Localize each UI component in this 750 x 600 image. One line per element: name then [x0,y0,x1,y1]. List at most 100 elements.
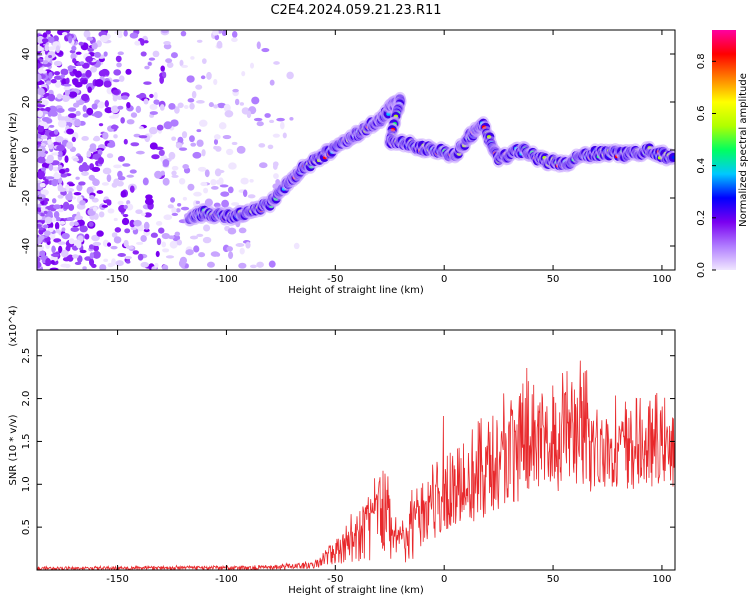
noise-speck [37,88,45,96]
spectrogram-y-tick-label: 0 [21,147,32,153]
noise-speck [48,71,53,80]
noise-speck [202,236,212,244]
noise-speck [102,167,112,175]
noise-speck [214,34,220,41]
noise-speck [171,174,179,178]
noise-speck [272,133,281,138]
noise-speck [67,107,77,112]
noise-speck [152,50,160,58]
noise-speck [264,113,271,118]
noise-speck [138,135,148,139]
noise-speck [46,210,53,218]
noise-speck [144,65,150,70]
noise-speck [75,51,82,55]
noise-speck [65,167,70,173]
noise-speck [67,65,74,72]
noise-speck [114,227,122,233]
noise-speck [256,41,261,50]
noise-speck [99,264,107,270]
noise-speck [113,217,118,222]
noise-speck [177,102,184,109]
noise-speck [117,253,126,257]
noise-speck [42,32,48,38]
noise-speck [93,111,103,118]
noise-speck [135,105,142,114]
noise-speck [238,262,247,269]
noise-speck [64,91,70,96]
noise-speck [106,174,112,183]
noise-speck [158,227,165,234]
snr-series-line [37,360,675,570]
noise-speck [61,31,68,36]
noise-speck [51,152,60,156]
noise-speck [163,214,173,221]
noise-speck [129,169,137,174]
noise-speck [180,30,187,37]
noise-speck [269,119,275,124]
noise-speck [130,142,140,147]
noise-speck [258,143,266,148]
noise-speck [107,262,114,268]
noise-speck [48,55,53,59]
noise-speck [196,233,204,237]
noise-speck [149,142,158,150]
noise-speck [51,253,60,258]
noise-speck [53,60,62,67]
noise-speck [170,119,179,127]
noise-speck [126,174,135,178]
noise-speck [106,200,112,206]
noise-speck [107,142,116,148]
noise-speck [37,223,42,228]
noise-speck [118,75,125,82]
noise-speck [269,79,275,86]
noise-speck [149,111,158,115]
noise-speck [196,129,202,133]
noise-speck [68,113,77,119]
noise-speck [85,56,93,63]
noise-speck [52,166,59,172]
noise-speck [76,184,83,192]
noise-speck [77,255,83,263]
noise-speck [63,86,71,91]
noise-speck [55,228,60,234]
noise-speck [81,136,89,141]
noise-speck [67,191,73,199]
noise-speck [198,119,208,127]
noise-speck [121,95,129,100]
noise-speck [53,173,61,180]
noise-speck [132,250,140,255]
noise-speck [195,84,203,90]
noise-speck [57,241,66,245]
noise-speck [240,177,249,185]
noise-speck [103,258,109,262]
chart-title: C2E4.2024.059.21.23.R11 [270,3,441,18]
noise-speck [49,267,59,270]
noise-speck [187,183,195,191]
spectrogram-y-label: Frequency (Hz) [8,112,19,188]
spectrogram-panel: -150 -100 -50 0 50 100 40 20 0 -20 -40 Height of s… [8,29,676,296]
noise-speck [113,69,122,76]
noise-speck [140,261,149,268]
ridge-core [671,155,675,160]
noise-speck [89,252,94,260]
noise-speck [144,198,154,205]
noise-speck [168,151,176,160]
noise-speck [213,104,219,109]
noise-speck [66,128,75,135]
noise-speck [151,154,160,160]
noise-speck [58,245,63,254]
noise-speck [69,221,75,227]
noise-speck [45,80,52,85]
noise-speck [267,144,274,150]
noise-speck [74,70,82,78]
noise-speck [138,126,144,130]
noise-speck [276,117,285,122]
noise-speck [190,56,195,60]
noise-speck [235,243,245,247]
noise-speck [228,162,237,170]
noise-speck [181,64,189,68]
noise-speck [227,186,234,194]
noise-speck [123,138,128,145]
noise-speck [174,106,180,114]
snr-x-tick-label: 50 [547,574,560,585]
